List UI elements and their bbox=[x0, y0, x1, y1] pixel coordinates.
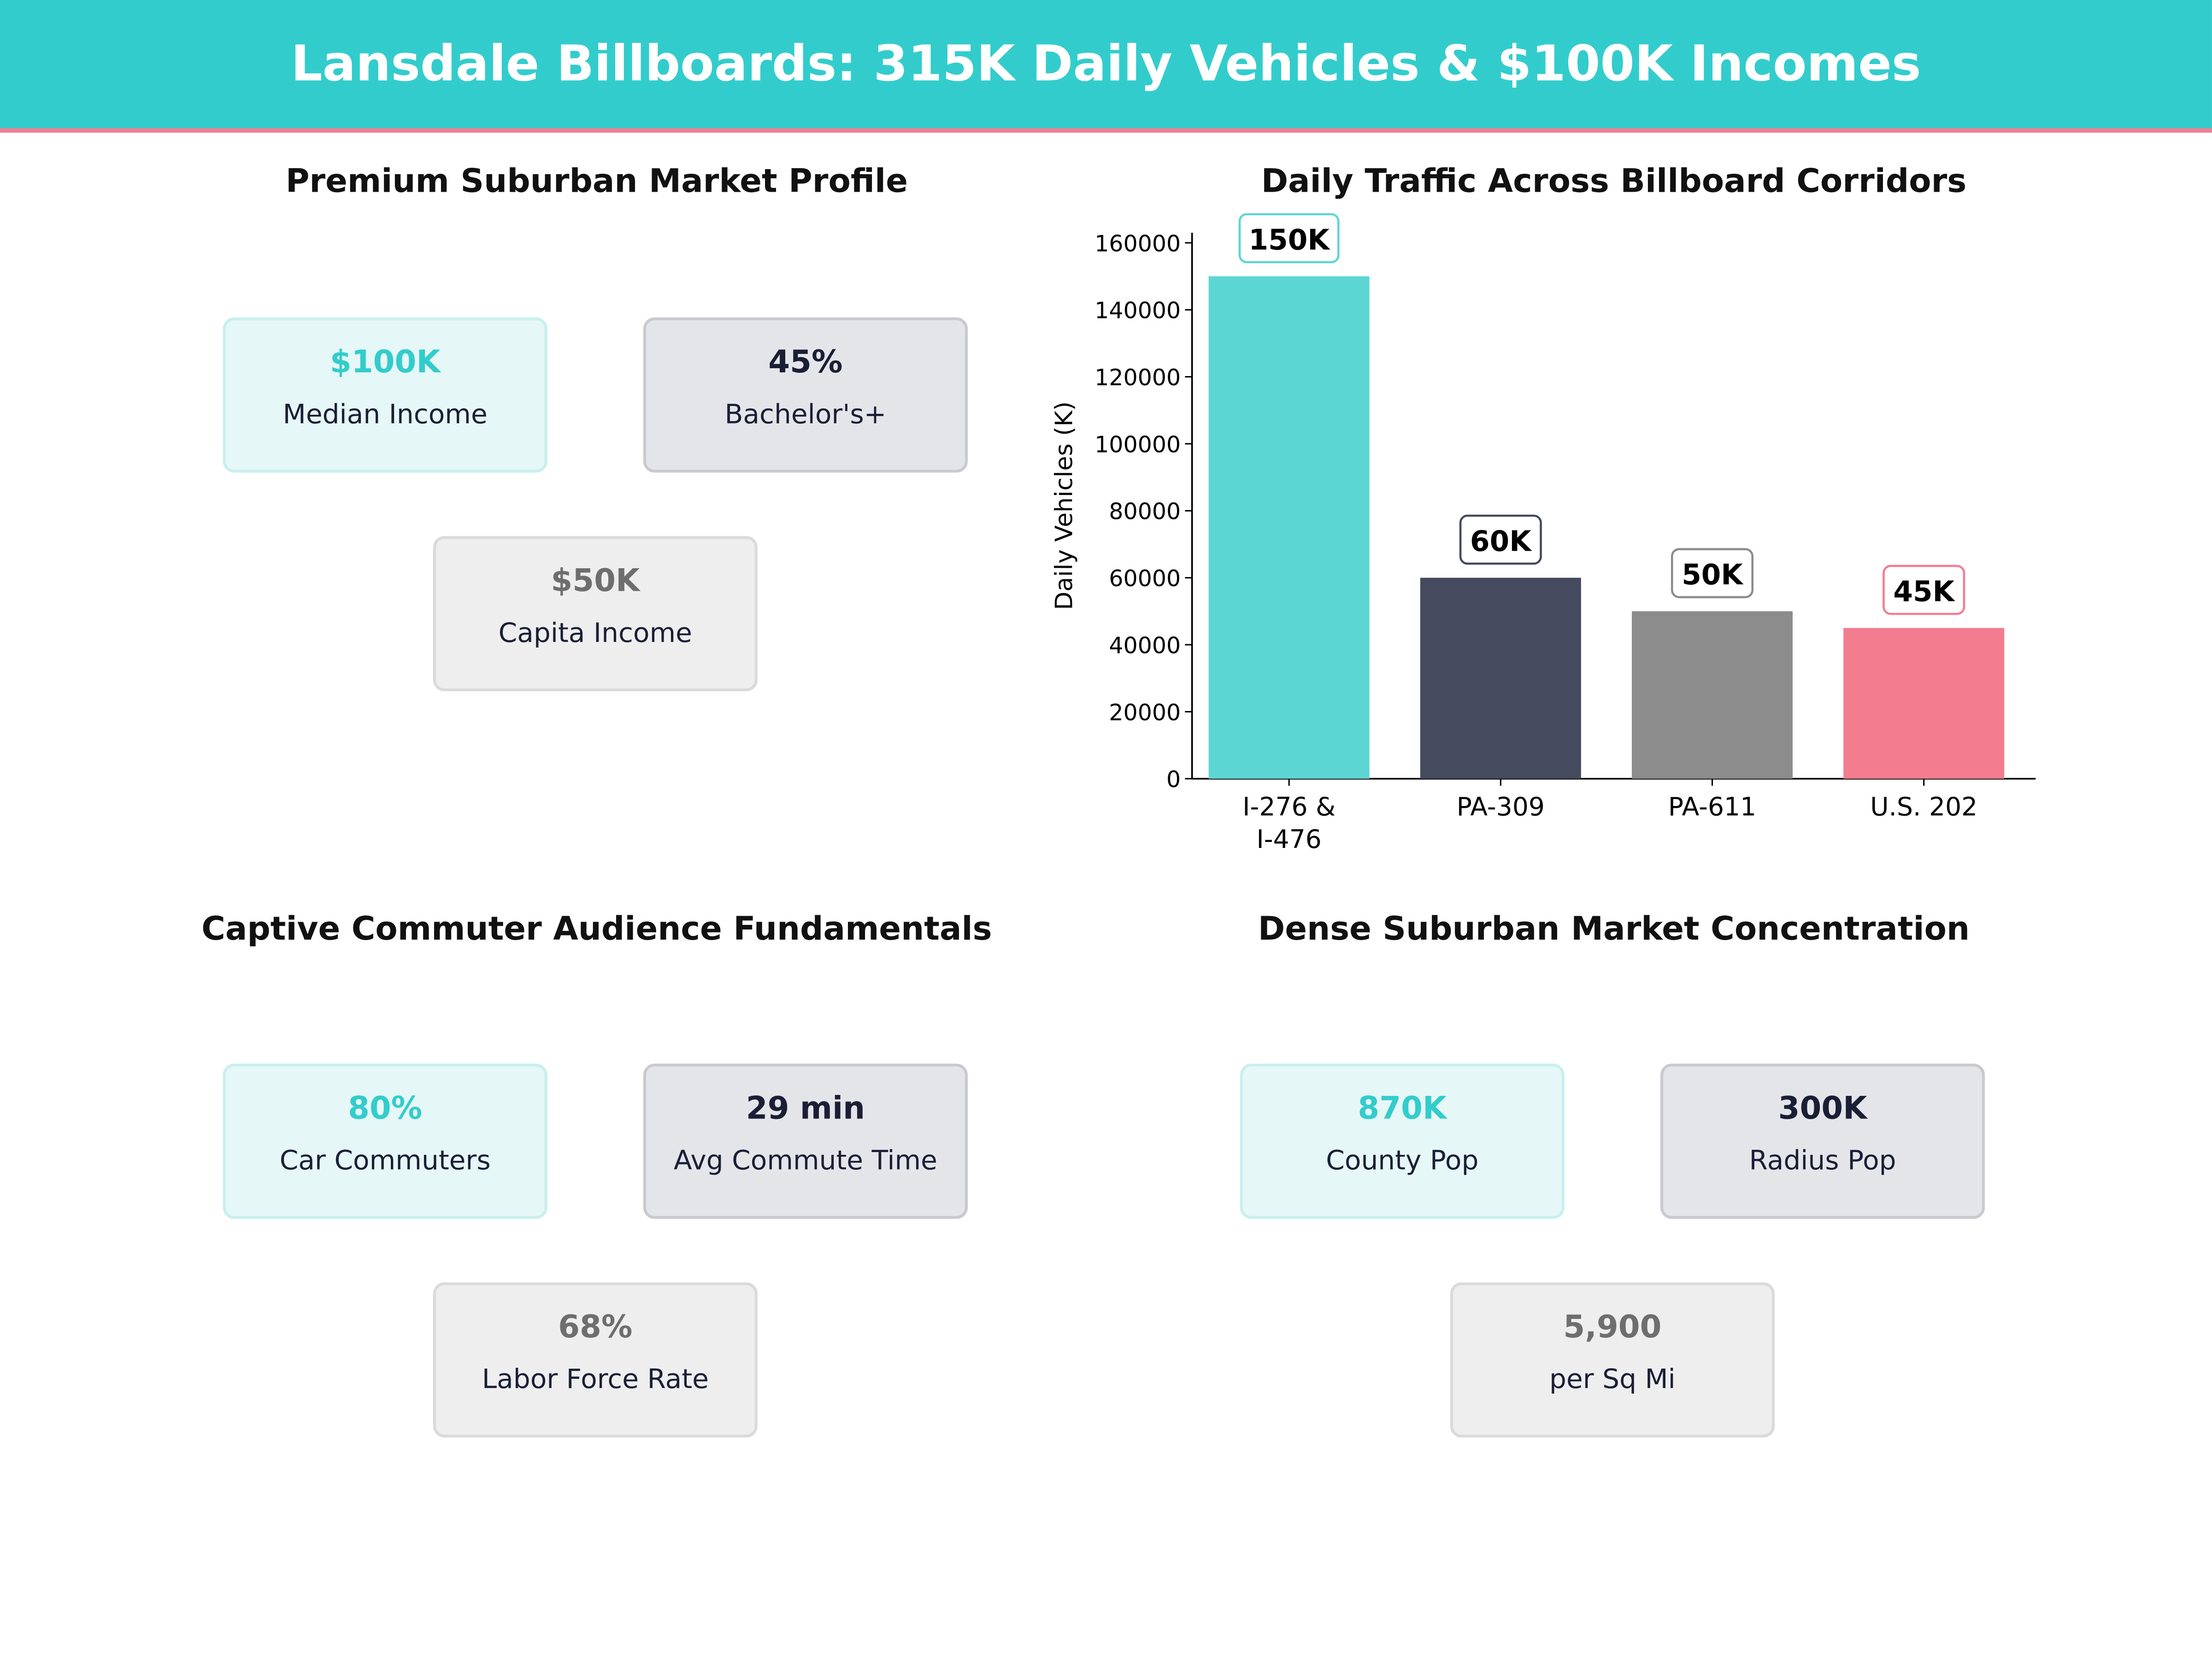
y-tick-label: 100000 bbox=[1094, 431, 1181, 458]
kpi-label: County Pop bbox=[1326, 1145, 1479, 1177]
kpi-card: $50K Capita Income bbox=[433, 536, 758, 691]
kpi-card: 45% Bachelor's+ bbox=[643, 317, 968, 473]
kpi-label: Avg Commute Time bbox=[673, 1145, 937, 1177]
x-tick-label: U.S. 202 bbox=[1870, 792, 1977, 821]
x-tick-label: PA-611 bbox=[1668, 792, 1756, 821]
kpi-value: 80% bbox=[348, 1092, 423, 1127]
kpi-value: $50K bbox=[551, 564, 640, 600]
bar bbox=[1632, 611, 1793, 779]
kpi-value: 870K bbox=[1358, 1092, 1447, 1127]
kpi-value: 68% bbox=[558, 1310, 633, 1346]
bar bbox=[1843, 628, 2005, 779]
header-banner: Lansdale Billboards: 315K Daily Vehicles… bbox=[0, 0, 2212, 133]
x-tick-label: PA-309 bbox=[1457, 792, 1545, 821]
kpi-card: 68% Labor Force Rate bbox=[433, 1282, 758, 1438]
chart-title: Daily Traffic Across Billboard Corridors bbox=[1261, 164, 1967, 200]
data-label-box bbox=[1238, 213, 1340, 264]
kpi-value: 5,900 bbox=[1563, 1310, 1662, 1346]
kpi-label: Car Commuters bbox=[279, 1145, 491, 1177]
y-tick-label: 40000 bbox=[1109, 632, 1181, 659]
kpi-label: Median Income bbox=[282, 399, 488, 430]
data-label-box bbox=[1459, 514, 1542, 565]
kpi-card: 5,900 per Sq Mi bbox=[1450, 1282, 1775, 1438]
data-label-box bbox=[1671, 548, 1754, 599]
y-tick-label: 80000 bbox=[1109, 499, 1181, 525]
kpi-value: 29 min bbox=[746, 1092, 865, 1127]
kpi-card: 29 min Avg Commute Time bbox=[643, 1064, 968, 1219]
y-axis-label: Daily Vehicles (K) bbox=[1051, 401, 1078, 610]
y-tick-label: 0 bbox=[1166, 766, 1181, 793]
x-tick-label: I-476 bbox=[1257, 824, 1322, 854]
data-label: 150K bbox=[1249, 224, 1331, 256]
y-tick-label: 160000 bbox=[1094, 230, 1181, 257]
kpi-card: $100K Median Income bbox=[223, 317, 547, 473]
panel-title-market-profile: Premium Suburban Market Profile bbox=[285, 164, 908, 200]
data-label-box bbox=[1883, 565, 1965, 615]
kpi-value: $100K bbox=[329, 345, 441, 381]
panel-title-commuter: Captive Commuter Audience Fundamentals bbox=[201, 911, 992, 948]
kpi-label: Bachelor's+ bbox=[724, 399, 887, 430]
x-tick-label: I-276 & bbox=[1242, 792, 1335, 821]
y-tick-label: 60000 bbox=[1109, 565, 1181, 592]
kpi-value: 45% bbox=[768, 345, 843, 381]
data-label: 45K bbox=[1893, 576, 1955, 608]
bar bbox=[1420, 577, 1581, 779]
kpi-label: Labor Force Rate bbox=[482, 1364, 709, 1395]
y-tick-label: 140000 bbox=[1094, 298, 1181, 324]
kpi-card: 80% Car Commuters bbox=[223, 1064, 547, 1219]
kpi-label: Radius Pop bbox=[1749, 1145, 1896, 1177]
y-tick-label: 20000 bbox=[1109, 700, 1181, 726]
kpi-label: per Sq Mi bbox=[1549, 1364, 1676, 1395]
data-label: 60K bbox=[1470, 525, 1532, 558]
kpi-card: 870K County Pop bbox=[1240, 1064, 1565, 1219]
data-label: 50K bbox=[1682, 559, 1744, 591]
page-title: Lansdale Billboards: 315K Daily Vehicles… bbox=[291, 36, 1921, 93]
bar bbox=[1208, 276, 1370, 779]
kpi-label: Capita Income bbox=[498, 618, 692, 649]
kpi-card: 300K Radius Pop bbox=[1660, 1064, 1985, 1219]
panel-title-concentration: Dense Suburban Market Concentration bbox=[1258, 911, 1970, 948]
kpi-value: 300K bbox=[1778, 1092, 1867, 1127]
y-tick-label: 120000 bbox=[1094, 365, 1181, 391]
